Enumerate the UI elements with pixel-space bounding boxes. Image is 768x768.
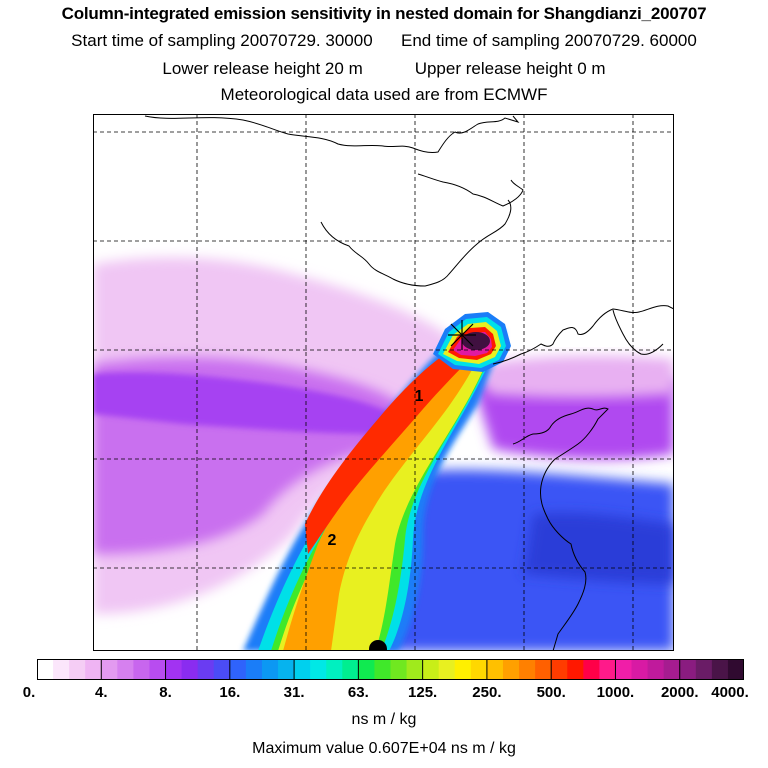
colorbar-cell bbox=[358, 659, 376, 680]
colorbar-cell bbox=[53, 659, 70, 680]
colorbar-cell bbox=[470, 659, 488, 680]
receptor-star bbox=[448, 320, 476, 350]
colorbar-cell bbox=[261, 659, 279, 680]
colorbar-cell bbox=[229, 659, 247, 680]
colorbar-tick-labels: 0. 4. 8. 16. 31. 63. 125. 250. 500. 1000. 2000. 400… bbox=[0, 684, 768, 704]
field-light-east bbox=[483, 355, 674, 398]
source-peak bbox=[462, 332, 490, 350]
release-point bbox=[369, 640, 387, 651]
coastline-east-lower bbox=[512, 407, 609, 651]
colorbar-cell bbox=[245, 659, 263, 680]
colorbar-cells bbox=[37, 659, 744, 680]
colorbar-cell bbox=[535, 659, 552, 680]
colorbar-cell bbox=[406, 659, 424, 680]
colorbar-cell bbox=[567, 659, 584, 680]
field-deep-blue bbox=[523, 512, 674, 584]
colorbar-cell bbox=[615, 659, 633, 680]
colorbar-cell bbox=[37, 659, 54, 680]
colorbar-frame bbox=[37, 659, 744, 680]
coastline-east-upper bbox=[492, 305, 674, 365]
lower-release-label: Lower release height 20 m bbox=[162, 59, 363, 78]
colorbar-tick-label: 31. bbox=[283, 684, 305, 701]
colorbar-cell bbox=[519, 659, 536, 680]
start-time-label: Start time of sampling 20070729. 30000 bbox=[71, 31, 373, 50]
colorbar-cell bbox=[69, 659, 86, 680]
upper-release-label: Upper release height 0 m bbox=[414, 59, 606, 78]
colorbar-tick-label: 16. bbox=[219, 684, 241, 701]
colorbar-cell bbox=[342, 659, 359, 680]
colorbar-cell bbox=[486, 659, 504, 680]
colorbar-cell bbox=[390, 659, 408, 680]
met-data-label: Meteorological data used are from ECMWF bbox=[220, 85, 548, 104]
colorbar-tick-label: 0. bbox=[22, 684, 36, 701]
colorbar-ticks bbox=[100, 659, 681, 680]
colorbar-cell bbox=[679, 659, 697, 680]
coastline-northeast bbox=[417, 173, 524, 207]
colorbar-cell bbox=[711, 659, 729, 680]
colorbar-cell bbox=[631, 659, 649, 680]
colorbar-units: ns m / kg bbox=[351, 711, 417, 728]
colorbar-tick-label: 63. bbox=[347, 684, 369, 701]
end-time-label: End time of sampling 20070729. 60000 bbox=[401, 31, 697, 50]
plume-orange bbox=[283, 339, 485, 651]
colorbar-cell bbox=[695, 659, 713, 680]
colorbar-cell bbox=[149, 659, 167, 680]
sensitivity-field bbox=[93, 257, 674, 651]
colorbar-cell bbox=[294, 659, 311, 680]
colorbar-tick-label: 125. bbox=[408, 684, 438, 701]
colorbar-cell bbox=[502, 659, 520, 680]
plot-title: Column-integrated emission sensitivity i… bbox=[61, 4, 707, 23]
colorbar-cell bbox=[551, 659, 568, 680]
colorbar-cell bbox=[583, 659, 600, 680]
colorbar-cell bbox=[727, 659, 744, 680]
colorbar-cell bbox=[165, 659, 183, 680]
colorbar-tick-label: 500. bbox=[536, 684, 566, 701]
colorbar-tick-label: 250. bbox=[472, 684, 502, 701]
colorbar-cell bbox=[197, 659, 215, 680]
coastline-north bbox=[144, 115, 520, 153]
lat-lon-grid bbox=[93, 114, 674, 651]
maximum-value-label: Maximum value 0.607E+04 ns m / kg bbox=[252, 740, 516, 757]
colorbar-cell bbox=[422, 659, 440, 680]
inland-border bbox=[320, 199, 512, 287]
colorbar-cell bbox=[278, 659, 295, 680]
colorbar-cell bbox=[310, 659, 327, 680]
colorbar-cell bbox=[663, 659, 681, 680]
map-frame bbox=[93, 114, 674, 651]
colorbar-cell bbox=[647, 659, 665, 680]
colorbar-tick-label: 2000. bbox=[660, 684, 699, 701]
colorbar-cell bbox=[101, 659, 118, 680]
colorbar-cell bbox=[181, 659, 199, 680]
colorbar-cell bbox=[133, 659, 151, 680]
sensitivity-map: 1 2 bbox=[93, 114, 674, 651]
colorbar-tick-label: 4000. bbox=[711, 684, 749, 701]
colorbar-cell bbox=[438, 659, 456, 680]
trajectory-marker-2: 2 bbox=[328, 532, 337, 549]
colorbar-tick-label: 8. bbox=[159, 684, 172, 701]
release-height-line: Lower release height 20 m Upper release … bbox=[0, 59, 768, 79]
coastline-peninsula bbox=[612, 309, 664, 355]
field-purple-band bbox=[93, 372, 393, 434]
colorbar-tick-label: 4. bbox=[95, 684, 108, 701]
colorbar-cell bbox=[374, 659, 392, 680]
colorbar-cell bbox=[213, 659, 231, 680]
colorbar-tick-label: 1000. bbox=[596, 684, 635, 701]
sampling-time-line: Start time of sampling 20070729. 30000 E… bbox=[0, 31, 768, 51]
colorbar-cell bbox=[326, 659, 343, 680]
plume-red-core bbox=[305, 336, 483, 554]
colorbar bbox=[37, 659, 744, 680]
colorbar-cell bbox=[117, 659, 135, 680]
colorbar-cell bbox=[599, 659, 617, 680]
coastlines bbox=[144, 115, 674, 651]
colorbar-cell bbox=[454, 659, 472, 680]
colorbar-cell bbox=[85, 659, 102, 680]
trajectory-marker-1: 1 bbox=[415, 388, 424, 405]
